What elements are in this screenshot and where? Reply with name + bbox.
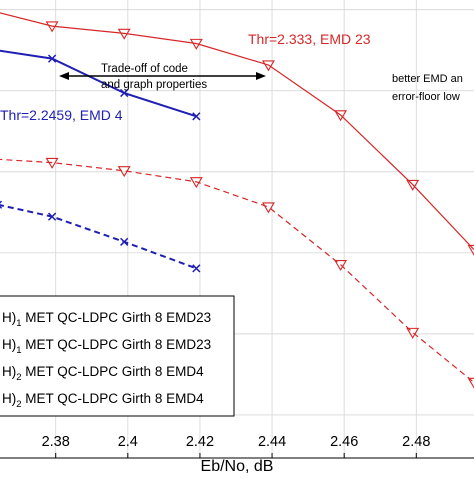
- annotations-group: Thr=2.333, EMD 23 Thr=2.2459, EMD 4 Trade-…: [0, 31, 463, 123]
- x-tick-label: 2.42: [186, 434, 214, 450]
- annotation-tradeoff-1: Trade-off of code: [101, 63, 188, 75]
- x-tick-label: 2.48: [402, 434, 430, 450]
- x-tick-label: 2.44: [258, 434, 286, 450]
- annotation-thr-blue: Thr=2.2459, EMD 4: [0, 107, 123, 123]
- series-line-1: [0, 7, 474, 250]
- x-tick-label: 2.46: [330, 434, 358, 450]
- annotation-tradeoff-2: and graph properties: [101, 79, 207, 91]
- tradeoff-arrow-right-head: [256, 72, 266, 80]
- tradeoff-arrow-left-head: [59, 72, 69, 80]
- x-tick-label: 2.4: [118, 434, 138, 450]
- x-axis-label: Eb/No, dB: [201, 458, 274, 474]
- annotation-better-2: error-floor low: [392, 91, 460, 103]
- x-tick-label: 2.38: [42, 434, 70, 450]
- x-marker: [193, 265, 200, 272]
- series-line-4: [0, 205, 196, 269]
- annotation-thr-red: Thr=2.333, EMD 23: [248, 31, 371, 47]
- axes-group: 2.38 2.4 2.42 2.44 2.46 2.48 Eb/No, dB: [0, 434, 474, 474]
- annotation-better-1: better EMD an: [392, 73, 463, 85]
